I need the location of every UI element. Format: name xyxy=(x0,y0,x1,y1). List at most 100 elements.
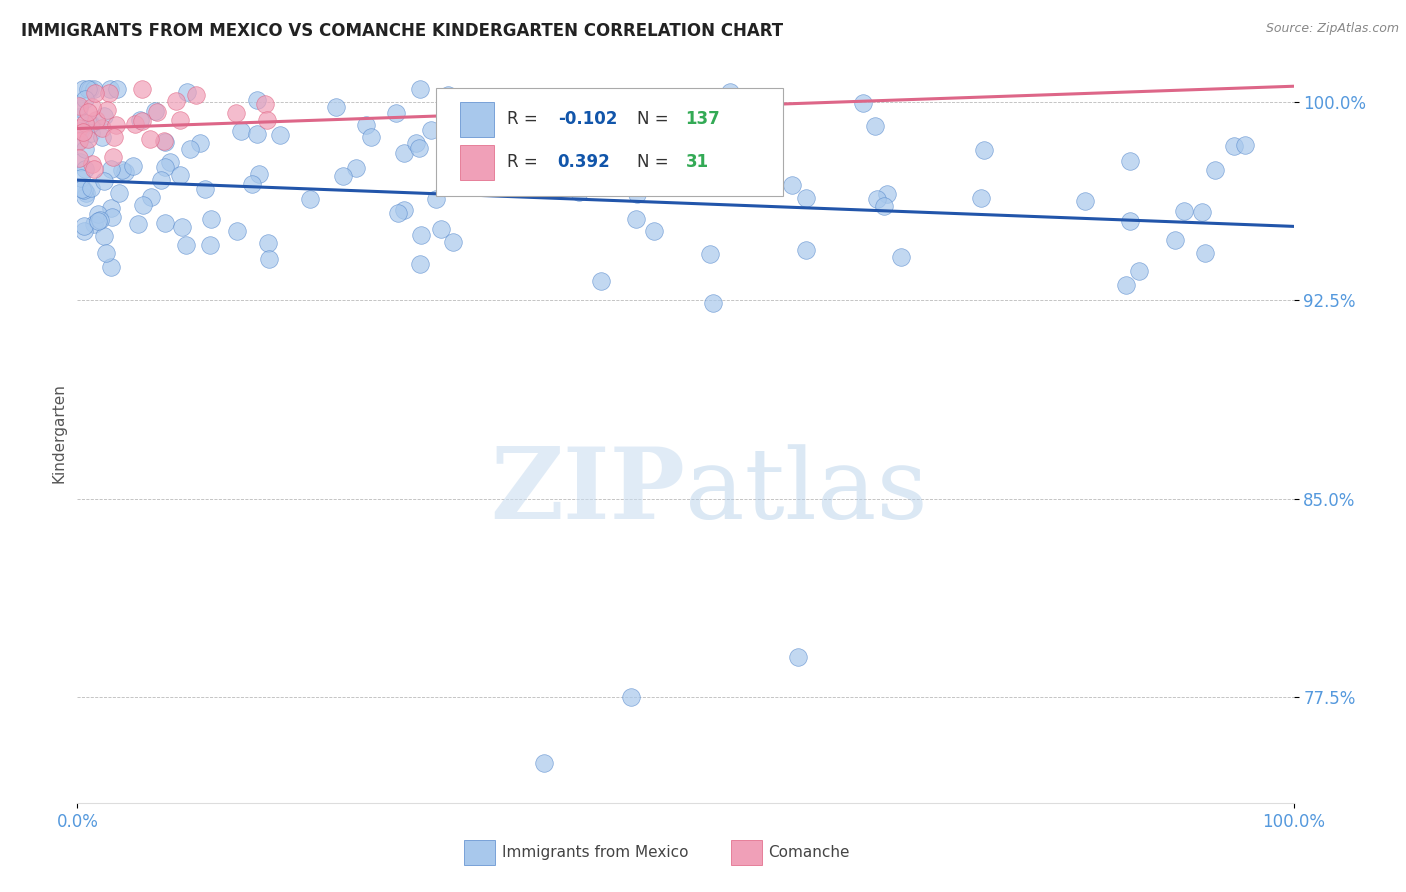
Point xyxy=(96,103,118,117)
Point xyxy=(169,168,191,182)
Point xyxy=(108,186,131,200)
Point xyxy=(93,109,115,123)
Point xyxy=(90,120,112,135)
Point xyxy=(441,235,464,250)
Point xyxy=(643,224,665,238)
Point xyxy=(1119,154,1142,169)
Point xyxy=(863,119,886,133)
Point xyxy=(153,135,176,149)
Text: R =: R = xyxy=(506,153,543,171)
Point xyxy=(453,118,475,132)
Point xyxy=(973,143,995,157)
Point xyxy=(450,119,472,133)
Point xyxy=(524,162,547,177)
Point xyxy=(890,251,912,265)
Point xyxy=(87,207,110,221)
Point xyxy=(67,111,90,125)
Point xyxy=(453,109,475,123)
Point xyxy=(67,101,90,115)
Point xyxy=(256,112,278,127)
Point xyxy=(75,116,97,130)
Point xyxy=(73,161,96,176)
Point xyxy=(124,117,146,131)
Point xyxy=(481,105,503,120)
Point xyxy=(425,192,447,206)
Point xyxy=(718,85,741,99)
Point xyxy=(139,132,162,146)
Point xyxy=(1222,139,1244,153)
Point xyxy=(486,173,509,187)
Point xyxy=(83,162,105,177)
Point xyxy=(620,690,643,704)
Point xyxy=(79,117,101,131)
Point xyxy=(83,82,105,96)
Point xyxy=(523,180,546,194)
Point xyxy=(876,186,898,201)
Point xyxy=(155,216,177,230)
Text: 31: 31 xyxy=(686,153,709,171)
Point xyxy=(409,228,432,243)
Point xyxy=(360,130,382,145)
Point xyxy=(77,82,100,96)
Point xyxy=(385,106,408,120)
Point xyxy=(1194,246,1216,260)
Point xyxy=(387,206,409,220)
Point xyxy=(246,127,269,141)
Point xyxy=(408,141,430,155)
Text: 137: 137 xyxy=(686,111,720,128)
Point xyxy=(139,190,162,204)
Point xyxy=(626,212,648,227)
Point xyxy=(72,125,94,139)
Point xyxy=(143,103,166,118)
Point xyxy=(122,160,145,174)
Point xyxy=(96,246,118,260)
Point xyxy=(253,96,276,111)
Point xyxy=(1173,203,1195,218)
Point xyxy=(72,219,94,234)
Point xyxy=(79,117,101,131)
Point xyxy=(67,98,90,112)
Point xyxy=(1204,163,1226,178)
Text: Comanche: Comanche xyxy=(768,846,849,860)
Point xyxy=(87,213,110,227)
Point xyxy=(80,157,103,171)
Point xyxy=(299,192,322,206)
Point xyxy=(91,130,114,145)
Point xyxy=(79,126,101,140)
Point xyxy=(257,252,280,267)
Point xyxy=(1115,278,1137,293)
Point xyxy=(246,93,269,107)
Text: N =: N = xyxy=(637,153,673,171)
Point xyxy=(150,173,173,187)
Point xyxy=(229,124,252,138)
Point xyxy=(69,155,91,169)
Point xyxy=(269,128,291,143)
Point xyxy=(200,212,222,227)
Point xyxy=(437,88,460,103)
Text: IMMIGRANTS FROM MEXICO VS COMANCHE KINDERGARTEN CORRELATION CHART: IMMIGRANTS FROM MEXICO VS COMANCHE KINDE… xyxy=(21,22,783,40)
Point xyxy=(146,105,169,120)
Point xyxy=(332,169,354,183)
Text: R =: R = xyxy=(506,111,543,128)
Point xyxy=(533,756,555,771)
Point xyxy=(73,92,96,106)
Point xyxy=(247,168,270,182)
Point xyxy=(77,105,100,120)
Point xyxy=(706,144,728,158)
Point xyxy=(257,236,280,251)
Point xyxy=(69,152,91,166)
Point xyxy=(970,191,993,205)
Point xyxy=(93,174,115,188)
Point xyxy=(159,155,181,169)
Point xyxy=(131,114,153,128)
Point xyxy=(104,118,127,132)
Point xyxy=(80,180,103,194)
Point xyxy=(84,87,107,101)
Point xyxy=(568,185,591,199)
Point xyxy=(100,162,122,177)
Point xyxy=(100,201,122,215)
Point xyxy=(1191,205,1213,219)
Point xyxy=(1118,214,1140,228)
Point xyxy=(73,183,96,197)
Point xyxy=(169,112,191,127)
